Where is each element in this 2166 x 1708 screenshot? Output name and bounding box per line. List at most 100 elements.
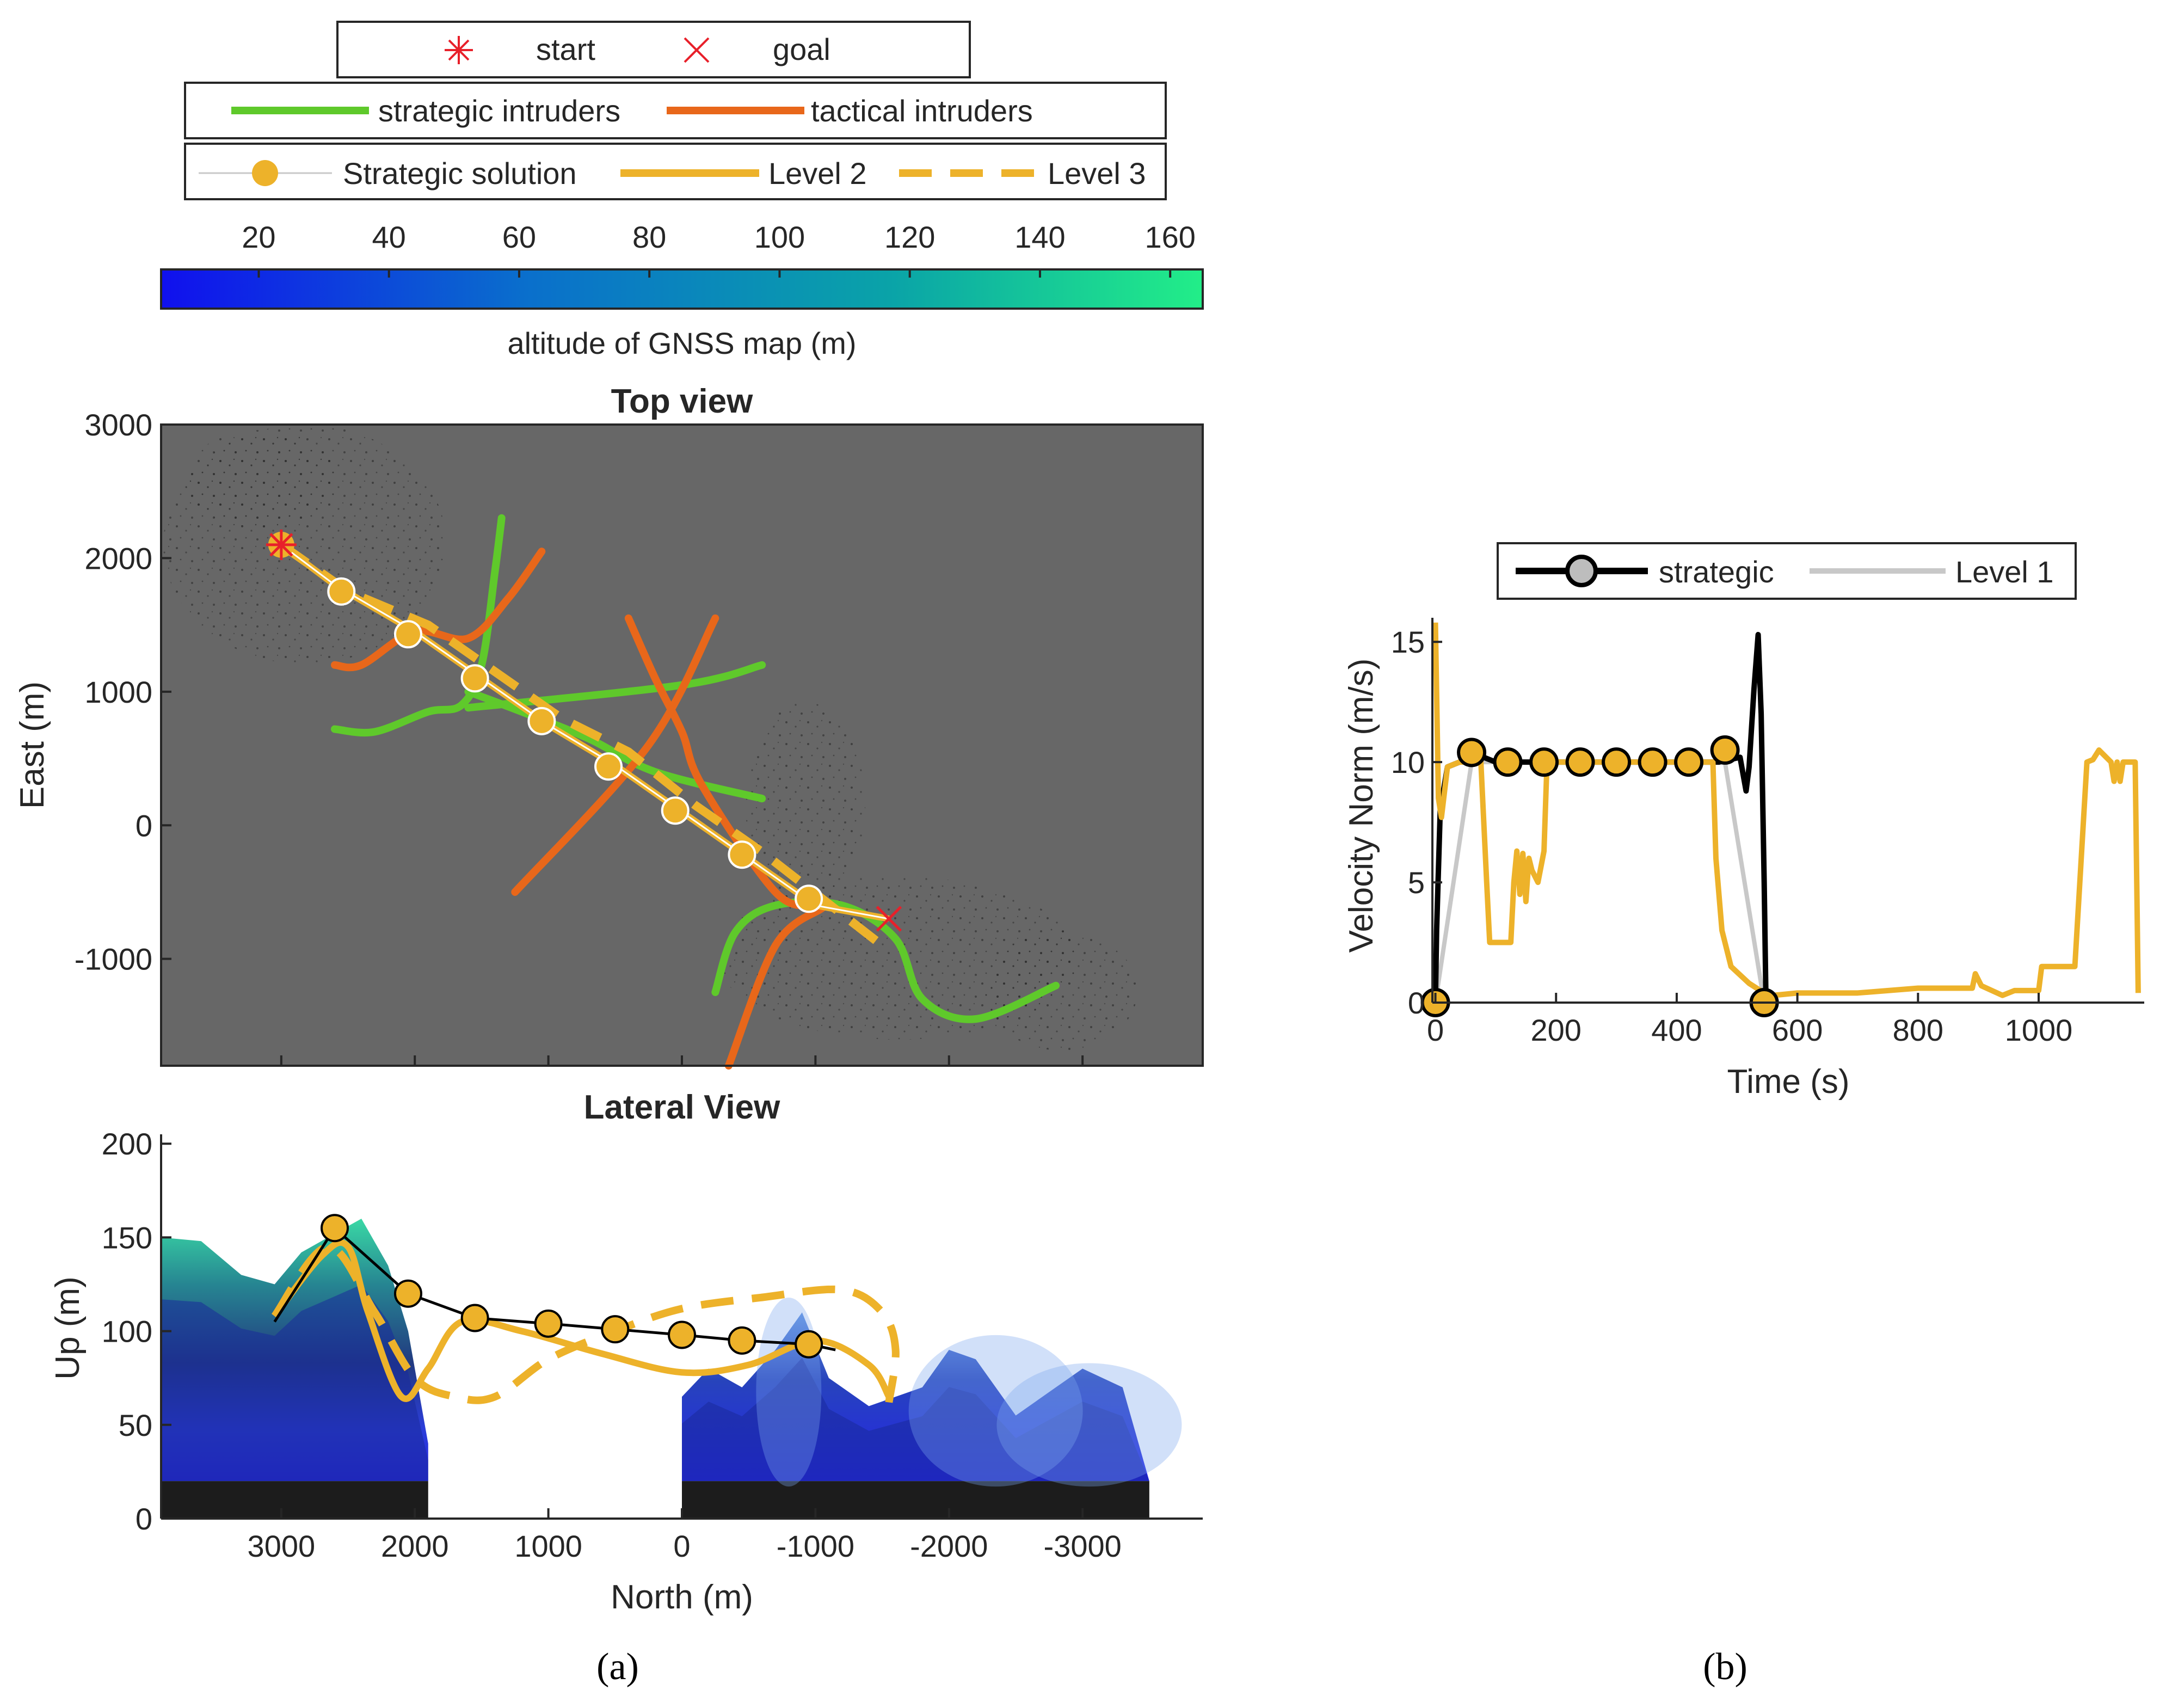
top-view-ticks: 3000 2000 1000 0 -1000 <box>75 408 1084 1066</box>
lateral-view-ticks: 200 150 100 50 0 3000 2000 1000 0 -1000 -2000 -3000 <box>102 1127 1122 1563</box>
legend-row1-box <box>336 21 971 78</box>
strategic-solution-marker <box>327 577 356 606</box>
terrain-base <box>682 1481 1149 1519</box>
velocity-plot: strategic Level 1 15 10 5 00 200 400 600 800 100… <box>1343 542 2144 1101</box>
lateral-xtick-label: 3000 <box>248 1529 316 1563</box>
caption-a: (a) <box>596 1646 639 1688</box>
strategic-solution-marker <box>460 1304 489 1332</box>
lateral-view-ylabel: Up (m) <box>49 1276 87 1379</box>
strategic-solution-marker <box>795 884 823 913</box>
lateral-ytick-label: 100 <box>102 1314 152 1349</box>
top-view-ylabel: East (m) <box>14 681 51 809</box>
lateral-ytick-label: 200 <box>102 1127 152 1161</box>
colorbar-gradient <box>160 268 1204 310</box>
top-view-series <box>266 514 1060 1070</box>
colorbar-tick-label: 20 <box>242 220 275 254</box>
strategic-solution-marker <box>601 1315 630 1344</box>
lateral-xtick-label: 2000 <box>381 1529 449 1563</box>
level2-path <box>272 1239 892 1402</box>
legend-strategic-solution-label: Strategic solution <box>343 156 577 191</box>
level2-path <box>1432 622 2141 998</box>
colorbar-tick-label: 80 <box>632 220 666 254</box>
velocity-ytick-label: 10 <box>1391 745 1425 779</box>
top-view-ytick-label: 3000 <box>84 408 152 442</box>
strategic-solution-marker <box>728 1326 756 1355</box>
lateral-xtick-label: 0 <box>673 1529 690 1563</box>
legend-level2-label: Level 2 <box>768 156 867 191</box>
legend-start-label: start <box>536 32 595 66</box>
strategic-marker <box>1710 735 1740 765</box>
top-view-plot: Top view 3000 2000 1000 0 -1000 East (m) <box>14 383 1204 1070</box>
strategic-solution-marker <box>527 706 556 735</box>
legend-tactical-intruders-label: tactical intruders <box>811 94 1033 128</box>
colorbar-tick-label: 120 <box>884 220 935 254</box>
top-view-ytick-label: -1000 <box>75 942 152 976</box>
colorbar: 20 40 60 80 100 120 140 160 altitude of GNSS ma… <box>160 220 1204 360</box>
lateral-view-xlabel: North (m) <box>611 1578 753 1616</box>
strategic-marker <box>1529 747 1559 777</box>
strategic-marker <box>1638 747 1667 777</box>
strategic-intruder-line <box>711 898 1060 1023</box>
strategic-solution-marker <box>728 840 756 869</box>
strategic-marker <box>1457 738 1487 767</box>
tactical-intruder-line <box>724 904 826 1070</box>
strategic-solution-path <box>280 544 889 920</box>
legend-level3-label: Level 3 <box>1048 156 1146 191</box>
velocity-ytick-label: 0 <box>1408 986 1425 1020</box>
velocity-xlabel: Time (s) <box>1727 1063 1850 1101</box>
legend-strategic-solution-marker <box>252 160 278 186</box>
colorbar-tick-label: 140 <box>1014 220 1065 254</box>
velocity-xtick-label: 600 <box>1772 1013 1823 1047</box>
start-marker-stroke <box>269 533 293 557</box>
strategic-solution-marker <box>321 1214 349 1243</box>
velocity-xtick-label: 0 <box>1427 1013 1444 1047</box>
velocity-xtick-label: 1000 <box>2005 1013 2073 1047</box>
strategic-solution-marker <box>534 1309 563 1338</box>
velocity-ytick-label: 15 <box>1391 625 1425 659</box>
start-marker <box>266 529 297 560</box>
start-legend-marker <box>445 36 473 64</box>
colorbar-tick-label: 40 <box>372 220 406 254</box>
strategic-solution-marker <box>795 1330 823 1359</box>
velocity-series <box>1420 622 2141 1017</box>
strategic-marker <box>1674 747 1704 777</box>
lateral-xtick-label: -2000 <box>910 1529 988 1563</box>
top-view-ytick-label: 1000 <box>84 675 152 709</box>
velocity-ylabel: Velocity Norm (m/s) <box>1343 659 1380 953</box>
strategic-marker <box>1493 747 1523 777</box>
lateral-ytick-label: 0 <box>136 1502 152 1536</box>
velocity-xtick-label: 200 <box>1531 1013 1582 1047</box>
velocity-ticks: 15 10 5 00 200 400 600 800 1000 <box>1391 625 2073 1047</box>
tactical-intruder-line <box>511 614 719 896</box>
strategic-marker <box>1602 747 1632 777</box>
strategic-marker <box>1565 747 1595 777</box>
tactical-intruder-line <box>331 548 546 672</box>
goal-legend-marker <box>684 37 710 63</box>
legend-strategic-marker <box>1565 555 1598 587</box>
lateral-view-series <box>271 1214 900 1404</box>
legend-goal-label: goal <box>773 32 830 66</box>
terrain-highlight <box>996 1363 1182 1487</box>
colorbar-tick-labels: 20 40 60 80 100 120 140 160 <box>242 220 1196 254</box>
legend-strategic-intruders-label: strategic intruders <box>378 94 620 128</box>
colorbar-label: altitude of GNSS map (m) <box>507 326 856 360</box>
strategic-solution-marker <box>393 620 422 649</box>
strategic-intruder-line <box>331 514 506 737</box>
terrain-highlight <box>908 1335 1083 1487</box>
colorbar-tick-label: 160 <box>1144 220 1195 254</box>
lateral-view-plot: Lateral View 200 150 100 50 0 3000 2000 1000 0 -1… <box>49 1089 1203 1616</box>
tactical-intruder-line <box>624 614 820 910</box>
lateral-xtick-label: -1000 <box>777 1529 854 1563</box>
strategic-solution-marker <box>668 1320 696 1349</box>
legend-top: start goal strategic intruders tactical … <box>184 21 1167 200</box>
terrain-base <box>161 1481 428 1519</box>
colorbar-tick-marks <box>257 269 1172 278</box>
velocity-xtick-label: 400 <box>1651 1013 1702 1047</box>
strategic-solution-path <box>273 1226 836 1351</box>
terrain-shade <box>161 1285 428 1482</box>
strategic-solution-marker <box>460 664 489 693</box>
goal-marker <box>876 906 902 932</box>
lateral-ytick-label: 50 <box>119 1408 152 1442</box>
velocity-xtick-label: 800 <box>1893 1013 1943 1047</box>
